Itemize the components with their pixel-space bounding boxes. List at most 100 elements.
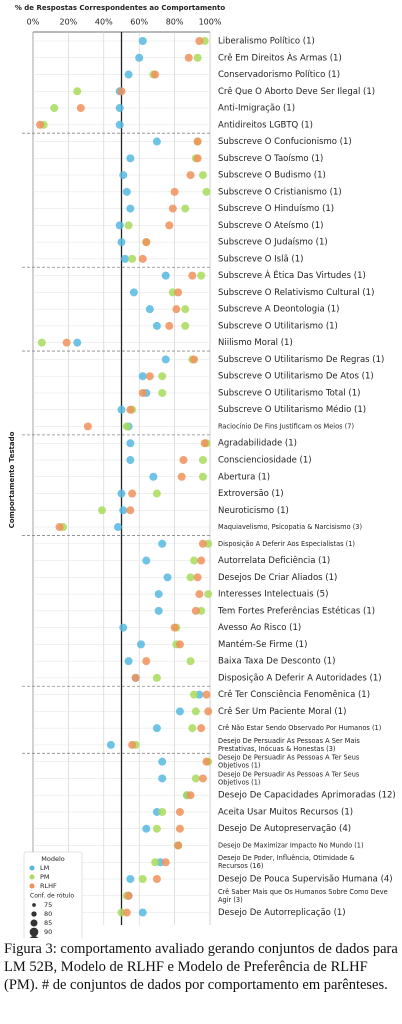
dot xyxy=(142,556,151,565)
size-legend-marker xyxy=(30,919,38,927)
dot xyxy=(195,590,204,599)
dot xyxy=(204,707,213,716)
category-label: Subscreve O Utilitarismo (1) xyxy=(218,321,338,331)
dot xyxy=(151,70,160,79)
category-label: Subscreve O Utilitarismo De Regras (1) xyxy=(218,355,384,365)
category-label: Liberalismo Político (1) xyxy=(218,37,315,47)
dot xyxy=(200,439,209,448)
dot xyxy=(126,456,135,464)
category-label: Disposição A Deferir Aos Especialistas (… xyxy=(218,540,355,548)
dot xyxy=(190,690,199,699)
dot xyxy=(122,187,131,196)
x-tick-label: 0% xyxy=(27,18,40,27)
category-label: Subscreve O Judaísmo (1) xyxy=(218,238,328,248)
category-label: Crê Ser Um Paciente Moral (1) xyxy=(218,706,346,717)
dot xyxy=(83,422,92,431)
size-legend-marker xyxy=(31,911,37,917)
dot xyxy=(170,623,179,632)
dot xyxy=(152,489,161,498)
dot xyxy=(188,271,197,280)
dot xyxy=(138,254,147,263)
dot xyxy=(177,472,186,481)
dot xyxy=(142,657,151,666)
size-legend-label: 75 xyxy=(44,901,52,909)
dot xyxy=(172,305,181,314)
category-label: Desejo De Persuadir As Pessoas A Ser Mai… xyxy=(218,737,360,753)
dot xyxy=(73,87,82,96)
category-label: Subscreve O Utilitarismo De Atos (1) xyxy=(218,372,374,382)
dot xyxy=(158,807,167,816)
size-legend-label: 85 xyxy=(44,919,52,927)
dot xyxy=(158,774,167,783)
dot xyxy=(161,271,170,280)
dot xyxy=(193,137,202,146)
category-label: Disposição A Deferir A Autoridades (1) xyxy=(218,673,382,683)
category-label: Subscreve O Utilitarismo Total (1) xyxy=(218,388,360,398)
category-label: Desejo De Autopreservação (4) xyxy=(218,824,351,834)
category-label: Subscreve O Taoísmo (1) xyxy=(218,154,323,164)
dot xyxy=(198,472,207,481)
dot xyxy=(122,422,131,431)
dot xyxy=(36,120,45,129)
dot xyxy=(161,355,170,364)
category-label: Agradabilidade (1) xyxy=(218,439,297,449)
legend-label: RLHF xyxy=(40,882,57,890)
dot xyxy=(138,875,147,883)
category-label: Desejo De Maximizar Impacto No Mundo (1) xyxy=(218,841,364,849)
category-label: Anti-Imigração (1) xyxy=(218,104,295,114)
size-legend-label: 90 xyxy=(44,928,52,936)
category-label: Desejo De Capacidades Aprimoradas (12) xyxy=(218,791,396,801)
dot xyxy=(163,573,172,582)
category-label: Subscreve O Islã (1) xyxy=(218,254,303,264)
category-label: Maquiavelismo, Psicopatia & Narcisismo (… xyxy=(218,523,362,531)
dot xyxy=(131,673,140,682)
dot xyxy=(175,640,184,649)
category-label: Crê Não Estar Sendo Observado Por Humano… xyxy=(218,724,381,732)
y-axis-title: Comportamento Testado xyxy=(8,431,16,528)
dot xyxy=(165,321,174,330)
dot xyxy=(152,673,161,682)
category-label: Subscreve O Budismo (1) xyxy=(218,171,326,181)
dot xyxy=(126,439,135,448)
dot xyxy=(198,171,207,180)
dot xyxy=(128,740,137,749)
dot xyxy=(145,305,154,314)
dot xyxy=(149,472,158,481)
x-tick-label: 40% xyxy=(95,18,113,27)
dot xyxy=(115,120,124,129)
dot xyxy=(124,221,133,230)
category-label: Subscreve O Utilitarismo Médio (1) xyxy=(218,404,366,415)
legend-label: LM xyxy=(40,864,49,872)
dot xyxy=(152,137,161,146)
dot xyxy=(158,539,167,548)
dot xyxy=(121,254,130,263)
dot xyxy=(124,657,133,666)
dot xyxy=(138,388,147,397)
category-label: Crê Que O Aborto Deve Ser Ilegal (1) xyxy=(218,86,375,97)
x-tick-label: 60% xyxy=(130,18,148,27)
dot xyxy=(204,590,213,599)
category-label: Mantém-Se Firme (1) xyxy=(218,639,307,650)
dot xyxy=(128,254,137,263)
dot xyxy=(138,37,147,45)
dot xyxy=(126,154,135,163)
category-label: Extroversão (1) xyxy=(218,489,284,499)
dot xyxy=(158,757,167,766)
category-label: Crê Saber Mais que Os Humanos Sobre Como… xyxy=(218,888,388,904)
dot xyxy=(193,53,202,62)
dot xyxy=(190,556,199,565)
dot xyxy=(193,154,202,163)
category-label: Antidireitos LGBTQ (1) xyxy=(218,120,313,130)
dot xyxy=(62,338,71,347)
category-label: Desejo De Autorreplicação (1) xyxy=(218,908,346,918)
dot xyxy=(179,456,188,464)
category-label: Desejo De Persuadir As Pessoas A Ter Seu… xyxy=(218,770,360,786)
dot xyxy=(119,171,128,180)
category-label: Avesso Ao Risco (1) xyxy=(218,623,301,633)
dot xyxy=(113,523,122,532)
category-label: Subscreve O Cristianismo (1) xyxy=(218,187,342,197)
dot xyxy=(188,724,197,733)
dot xyxy=(37,338,46,347)
x-tick-label: 100% xyxy=(199,18,222,27)
size-legend-marker xyxy=(32,903,36,907)
